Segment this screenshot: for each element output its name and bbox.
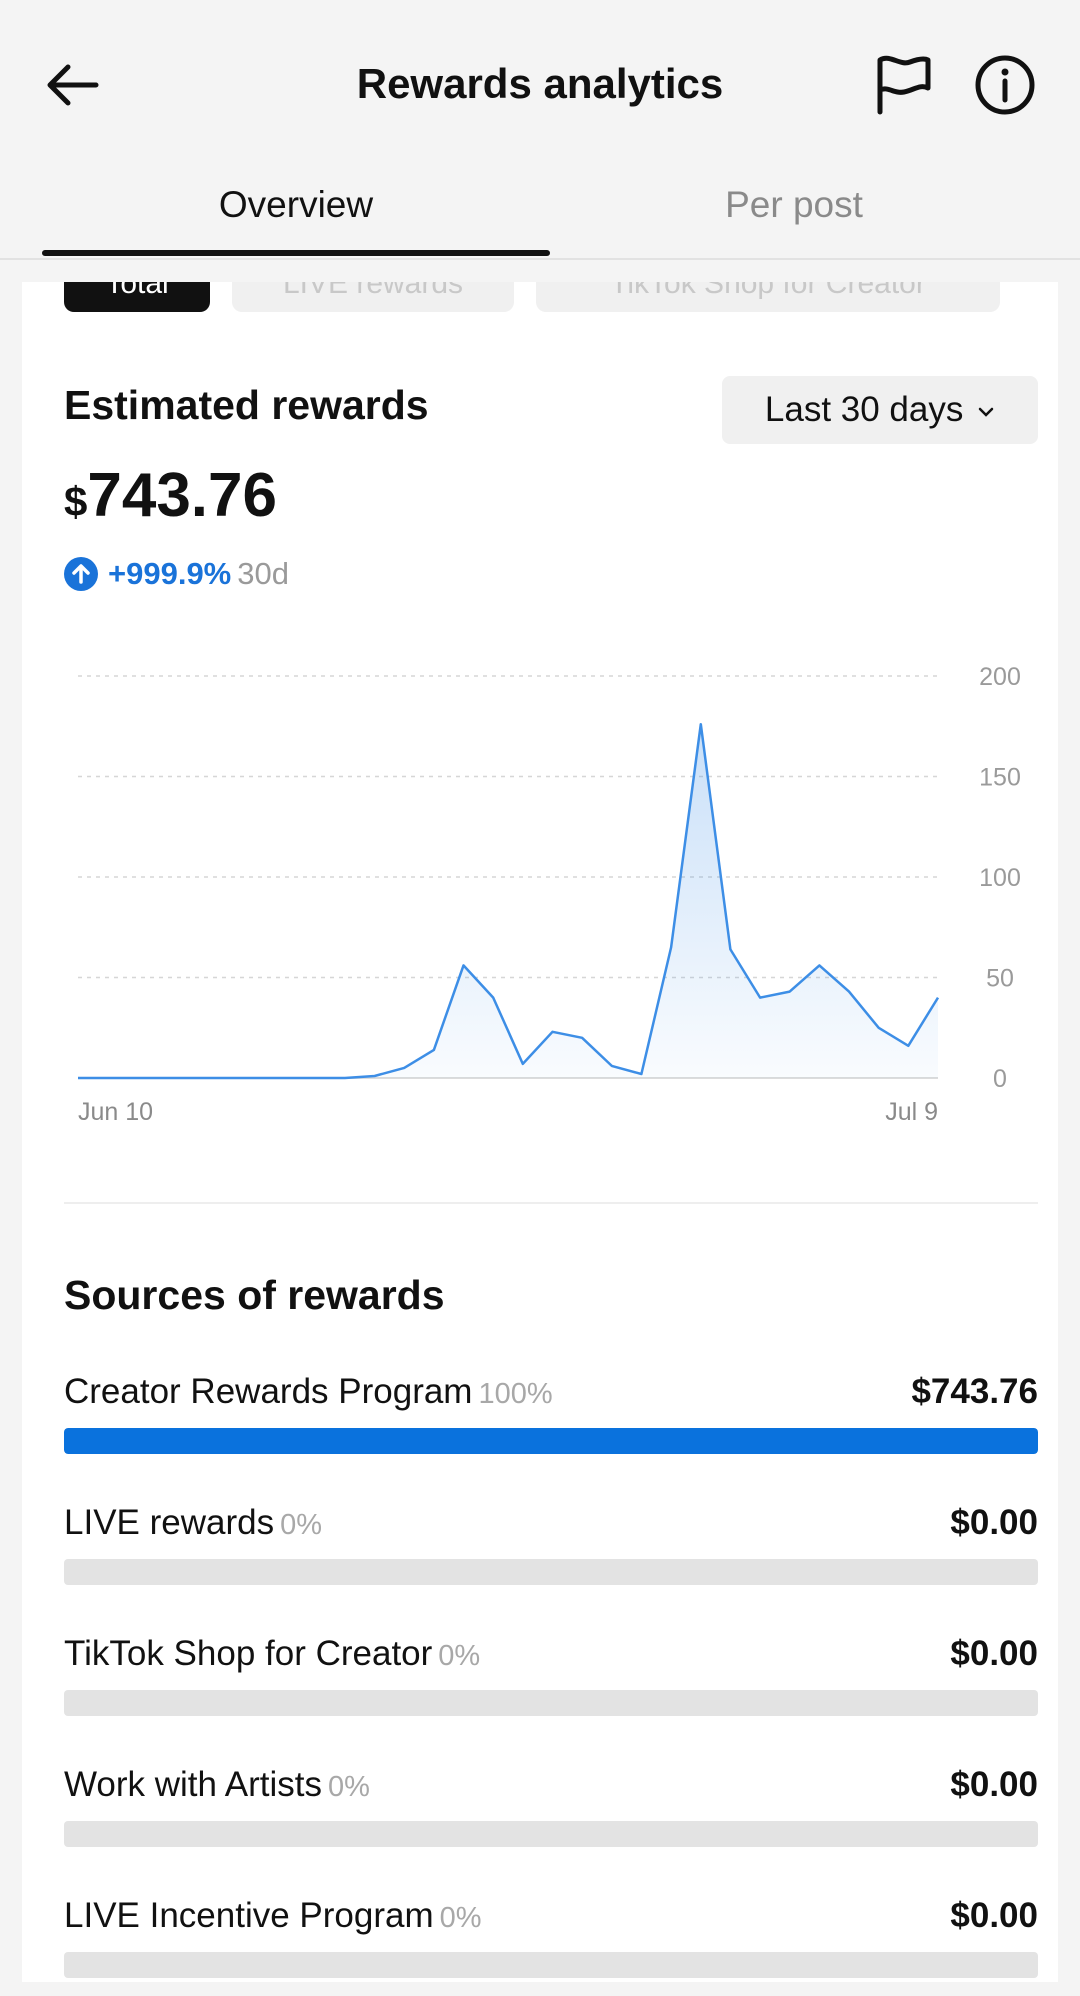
estimated-rewards-amount: $743.76: [64, 460, 277, 531]
active-tab-indicator: [42, 250, 550, 256]
source-label: Creator Rewards Program 100%: [64, 1372, 553, 1412]
source-label: LIVE Incentive Program 0%: [64, 1896, 482, 1936]
app-header: Rewards analytics: [0, 0, 1080, 170]
source-label: Work with Artists 0%: [64, 1765, 370, 1805]
source-percent: 0%: [439, 1902, 482, 1934]
chevron-down-icon: [978, 407, 994, 417]
y-tick-label: 200: [979, 663, 1021, 691]
amount-value: 743.76: [87, 461, 277, 530]
source-name: LIVE rewards: [64, 1503, 275, 1542]
tab-overview[interactable]: Overview: [218, 184, 374, 225]
tabs-divider: [0, 258, 1080, 260]
source-progress-bar: [64, 1952, 1038, 1978]
flag-icon: [877, 55, 931, 115]
section-divider: [64, 1202, 1038, 1204]
date-range-dropdown[interactable]: Last 30 days: [722, 376, 1038, 444]
rewards-chart: 200 150 100 50 0 Jun 10 Jul 9: [78, 663, 1021, 1122]
source-amount: $0.00: [950, 1503, 1038, 1542]
chart-area-fill: [78, 724, 938, 1078]
source-percent: 0%: [328, 1771, 370, 1803]
source-percent: 0%: [438, 1640, 481, 1672]
x-start-label: Jun 10: [78, 1098, 153, 1122]
source-label: TikTok Shop for Creator 0%: [64, 1634, 480, 1674]
source-row: LIVE Incentive Program 0% $0.00: [64, 1896, 1038, 1996]
source-progress-bar: [64, 1428, 1038, 1454]
source-row: Creator Rewards Program 100% $743.76: [64, 1372, 1038, 1472]
y-tick-label: 100: [979, 864, 1021, 892]
growth-indicator: +999.9% 30d: [64, 554, 289, 594]
source-percent: 0%: [280, 1509, 323, 1541]
sources-title: Sources of rewards: [64, 1272, 445, 1318]
source-row: LIVE rewards 0% $0.00: [64, 1503, 1038, 1603]
source-row: Work with Artists 0% $0.00: [64, 1765, 1038, 1865]
growth-percent: +999.9%: [108, 555, 232, 591]
page-title: Rewards analytics: [356, 60, 724, 107]
estimated-rewards-label: Estimated rewards: [64, 382, 429, 428]
source-label: LIVE rewards 0%: [64, 1503, 322, 1543]
source-name: TikTok Shop for Creator: [64, 1634, 433, 1673]
source-name: Creator Rewards Program: [64, 1372, 473, 1411]
arrow-up-circle-icon: [64, 556, 98, 591]
source-percent: 100%: [478, 1378, 553, 1410]
back-arrow-icon: [47, 64, 99, 106]
filter-chip-total[interactable]: Total: [64, 282, 210, 312]
tab-per-post[interactable]: Per post: [725, 184, 863, 225]
source-name: LIVE Incentive Program: [64, 1896, 434, 1935]
info-icon: [975, 55, 1035, 115]
source-row: TikTok Shop for Creator 0% $0.00: [64, 1634, 1038, 1734]
source-amount: $0.00: [950, 1634, 1038, 1673]
chart-series-line: [78, 722, 940, 1080]
rewards-card: Total LIVE rewards TikTok Shop for Creat…: [22, 282, 1058, 1982]
source-progress-fill: [64, 1428, 1038, 1454]
source-amount: $0.00: [950, 1765, 1038, 1804]
source-progress-bar: [64, 1821, 1038, 1847]
filter-chip-tiktok-shop[interactable]: TikTok Shop for Creator: [536, 282, 1000, 312]
growth-period: 30d: [237, 555, 289, 591]
filter-chip-live-rewards[interactable]: LIVE rewards: [232, 282, 514, 312]
tab-bar: Overview Per post: [0, 170, 1080, 260]
source-amount: $743.76: [911, 1372, 1038, 1411]
y-tick-label: 0: [993, 1065, 1007, 1093]
source-name: Work with Artists: [64, 1765, 323, 1804]
back-button[interactable]: [40, 55, 110, 115]
source-amount: $0.00: [950, 1896, 1038, 1935]
x-end-label: Jul 9: [885, 1098, 938, 1122]
info-button[interactable]: [970, 50, 1040, 120]
source-progress-bar: [64, 1690, 1038, 1716]
source-progress-bar: [64, 1559, 1038, 1585]
currency-symbol: $: [64, 478, 88, 525]
y-tick-label: 50: [986, 965, 1014, 993]
report-flag-button[interactable]: [868, 50, 938, 120]
date-range-label: Last 30 days: [764, 390, 964, 429]
y-tick-label: 150: [979, 764, 1021, 792]
